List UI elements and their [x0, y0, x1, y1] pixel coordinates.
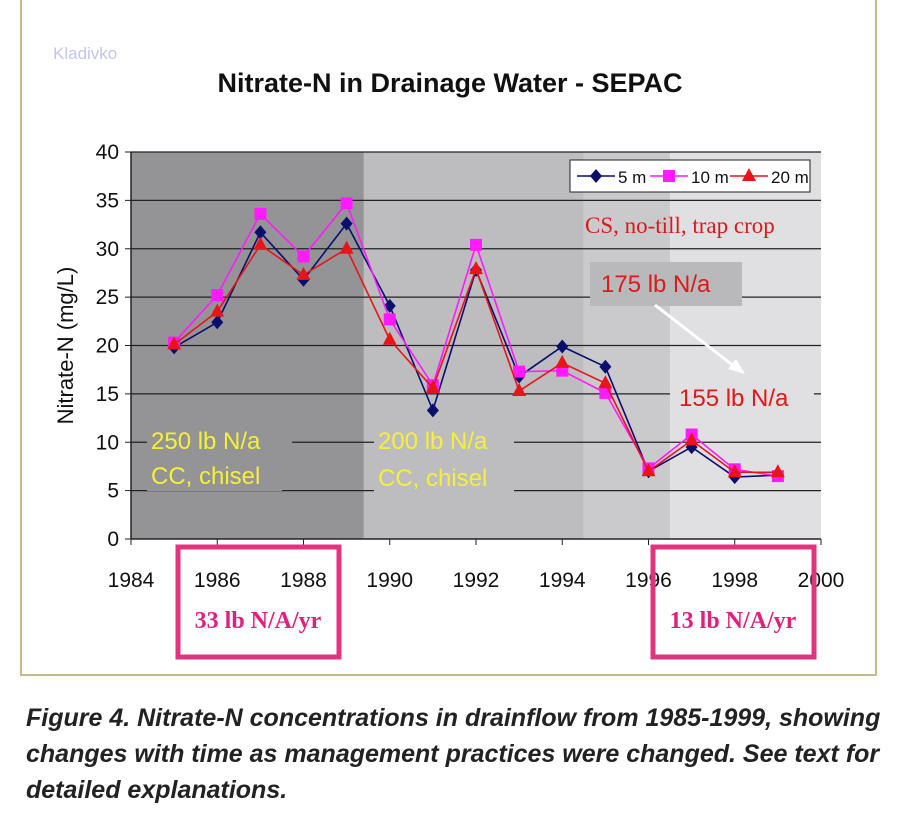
y-tick-label: 15	[96, 383, 119, 406]
y-tick-label: 30	[96, 238, 119, 261]
x-tick-label: 1988	[280, 569, 327, 592]
nitrate-chart: Nitrate-N in Drainage Water - SEPAC 0 5 10 1…	[53, 68, 845, 660]
label-background	[374, 426, 514, 456]
y-axis-label: Nitrate-N (mg/L)	[53, 267, 78, 425]
data-point-triangle	[382, 331, 397, 345]
data-point-square	[254, 207, 267, 220]
y-tick-label: 10	[96, 431, 119, 454]
label-background	[374, 463, 514, 493]
data-point-triangle	[210, 303, 225, 317]
highlight-box	[175, 544, 342, 660]
annotation-period1-practice: CC, chisel	[151, 463, 260, 490]
data-point-square	[297, 250, 310, 263]
y-tick-label: 25	[96, 286, 119, 309]
annotation-period1-rate: 250 lb N/a	[151, 428, 261, 455]
figure-frame	[20, 0, 877, 676]
data-point-triangle	[339, 240, 354, 254]
chart-title: Nitrate-N in Drainage Water - SEPAC	[217, 68, 682, 98]
arrow-line	[654, 303, 736, 369]
data-point-diamond	[426, 403, 439, 418]
y-tick-label: 20	[96, 335, 119, 358]
legend-marker-triangle	[742, 168, 756, 181]
label-background	[147, 426, 292, 456]
figure-caption: Figure 4. Nitrate-N concentrations in dr…	[26, 704, 881, 804]
data-point-square	[470, 238, 482, 251]
data-point-triangle	[253, 236, 268, 250]
data-point-diamond	[254, 225, 267, 240]
x-tick-label: 2000	[798, 569, 845, 592]
data-point-square	[383, 313, 396, 326]
y-tick-label: 35	[96, 189, 119, 212]
data-point-diamond	[211, 315, 224, 330]
annotation-box-left: 33 lb N/A/yr	[195, 608, 322, 634]
y-tick-label: 40	[96, 141, 119, 164]
data-point-triangle	[425, 380, 440, 394]
watermark: Kladivko	[53, 44, 118, 63]
x-tick-label: 1998	[711, 569, 758, 592]
x-tick-label: 1986	[194, 569, 241, 592]
data-point-diamond	[340, 216, 353, 231]
label-background	[590, 262, 742, 306]
data-point-triangle	[598, 375, 613, 389]
data-point-square	[340, 197, 353, 210]
annotation-period3-rate-from: 175 lb N/a	[601, 271, 711, 298]
data-point-diamond	[599, 359, 612, 374]
data-point-square	[211, 289, 224, 302]
data-point-triangle	[296, 266, 311, 280]
data-point-triangle	[469, 261, 483, 275]
x-tick-label: 1984	[108, 569, 155, 592]
data-point-triangle	[770, 464, 785, 478]
x-tick-label: 1992	[453, 569, 500, 592]
x-tick-label: 1990	[366, 569, 413, 592]
data-point-triangle	[167, 336, 182, 350]
annotation-period3-rate-to: 155 lb N/a	[679, 385, 789, 412]
highlight-box	[650, 544, 817, 660]
data-point-triangle	[512, 382, 527, 396]
y-tick-label: 0	[107, 528, 119, 551]
x-tick-label: 1996	[625, 569, 672, 592]
data-point-triangle	[555, 354, 570, 368]
data-point-square	[513, 365, 526, 378]
data-point-triangle	[684, 432, 699, 446]
legend-marker-diamond	[590, 169, 602, 183]
legend-label: 20 m	[771, 168, 809, 187]
y-tick-label: 5	[107, 480, 119, 503]
legend-marker-square	[663, 170, 675, 182]
label-background	[670, 378, 814, 414]
annotation-box-right: 13 lb N/A/yr	[670, 608, 797, 634]
data-point-diamond	[556, 339, 569, 354]
data-point-triangle	[727, 464, 742, 478]
legend-label: 5 m	[618, 168, 646, 187]
x-tick-label: 1994	[539, 569, 586, 592]
arrow-head	[728, 359, 745, 374]
annotation-period2-practice: CC, chisel	[378, 465, 487, 492]
label-background	[147, 461, 282, 491]
annotation-period3-practice: CS, no-till, trap crop	[585, 213, 775, 238]
legend-label: 10 m	[691, 168, 729, 187]
data-point-triangle	[641, 463, 656, 477]
annotation-period2-rate: 200 lb N/a	[378, 428, 488, 455]
